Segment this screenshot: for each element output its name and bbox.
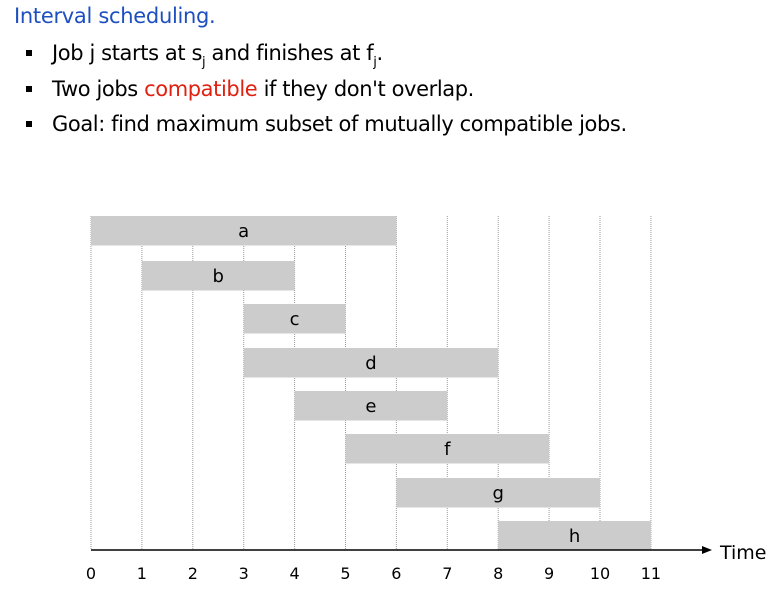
bullet-compatible: Two jobs compatible if they don't overla…	[26, 74, 627, 110]
highlight-term: compatible	[144, 76, 258, 101]
bullet-list: Job j starts at sj and finishes at fj. T…	[26, 38, 627, 145]
job-bar-e	[294, 391, 448, 421]
tick-label: 4	[290, 564, 300, 583]
bullet-text: .	[376, 41, 383, 65]
axis-arrow-icon	[702, 546, 712, 554]
job-bar-b	[141, 261, 295, 291]
bullet-text: Two jobs	[52, 76, 145, 101]
bullet-job-definition: Job j starts at sj and finishes at fj.	[26, 38, 627, 74]
x-axis-label: Time	[719, 542, 767, 564]
tick-label: 8	[493, 564, 503, 583]
bullet-marker	[26, 85, 32, 92]
job-bar-h	[498, 521, 651, 551]
job-label-a: a	[238, 221, 249, 242]
job-label-h: h	[569, 526, 580, 547]
bullet-text: if they don't overlap.	[257, 76, 475, 101]
bullet-marker	[26, 50, 32, 56]
job-label-f: f	[444, 439, 451, 460]
job-bar-d	[243, 348, 499, 378]
bullet-text: and finishes at f	[205, 41, 374, 65]
tick-label: 7	[442, 564, 452, 583]
bullet-goal: Goal: find maximum subset of mutually co…	[26, 109, 627, 145]
job-label-g: g	[492, 483, 503, 504]
slide-title: Interval scheduling.	[14, 4, 216, 28]
bullet-text: Job j starts at s	[52, 41, 203, 65]
job-label-c: c	[290, 309, 300, 330]
tick-label: 9	[544, 564, 554, 583]
tick-label: 11	[641, 564, 661, 583]
job-bar-c	[243, 304, 346, 334]
job-label-b: b	[213, 266, 224, 287]
job-bar-a	[91, 216, 397, 246]
subscript: j	[202, 55, 206, 70]
job-label-d: d	[365, 353, 376, 374]
tick-label: 0	[86, 564, 96, 583]
job-bar-g	[396, 478, 600, 508]
tick-label: 10	[590, 564, 610, 583]
job-label-e: e	[365, 396, 376, 417]
tick-label: 6	[391, 564, 401, 583]
tick-label: 5	[340, 564, 350, 583]
subscript: j	[373, 55, 377, 70]
bullet-marker	[26, 121, 32, 127]
tick-label: 2	[188, 564, 198, 583]
tick-label: 3	[239, 564, 249, 583]
tick-label: 1	[137, 564, 147, 583]
bullet-text: Goal: find maximum subset of mutually co…	[52, 112, 627, 136]
job-bar-f	[345, 434, 550, 464]
